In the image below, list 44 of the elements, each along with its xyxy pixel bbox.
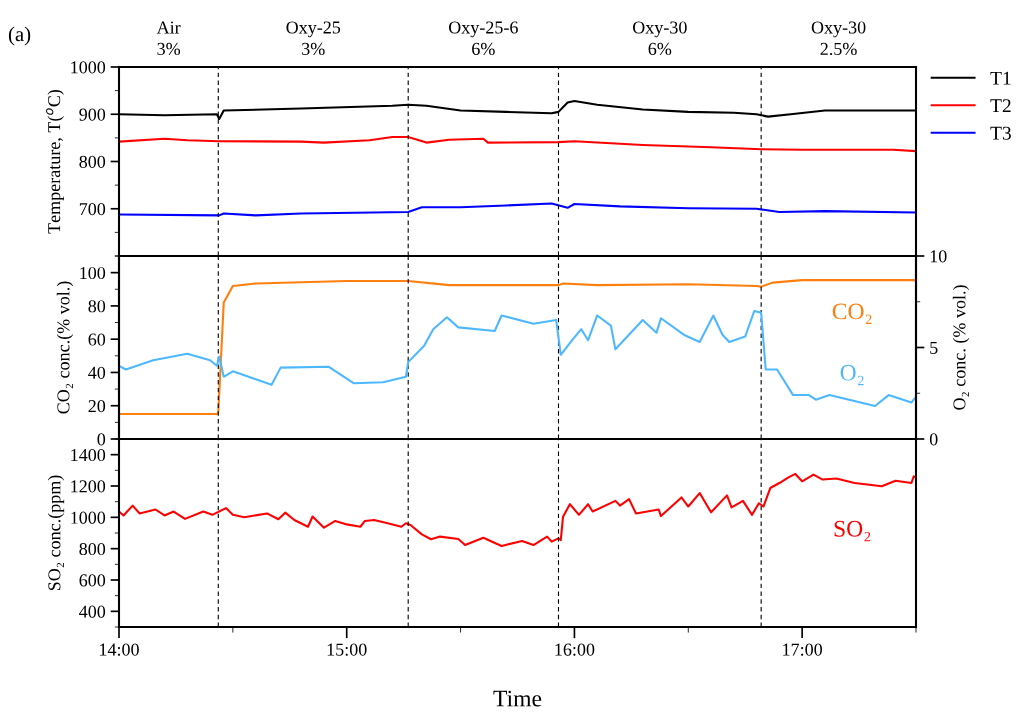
y-tick-label: 600 [79,574,106,587]
y-tick-label: 800 [79,542,106,556]
y-tick-label: 40 [88,366,106,379]
x-tick-label: 16:00 [555,643,595,656]
y-tick-label: 1000 [71,61,106,74]
y-tick-label: 800 [79,155,106,168]
x-tick-label: 14:00 [100,643,139,656]
line-series [119,135,916,153]
y-axis-title: SO₂ conc.(ppm) [47,475,65,591]
y2-tick-label: 10 [930,250,947,263]
y-tick-label: 1000 [71,511,106,524]
x-tick-label: 15:00 [327,643,367,656]
y-axis-title: CO₂ conc.(% vol.) [56,281,74,414]
y-tick-label: 60 [88,333,106,346]
x-tick-label: 17:00 [783,643,823,656]
y2-tick-label: 5 [930,341,938,354]
text: Oxy-25 3% [286,21,341,56]
y-tick-label: 400 [79,605,106,618]
text: Oxy-30 2.5% [811,21,866,56]
legend-label: T1 [990,71,1011,85]
y-tick-label: 700 [79,203,106,216]
y-tick-label: 0 [97,433,106,446]
y-tick-label: 900 [79,108,106,121]
y-tick-label: 100 [80,266,106,280]
chart-title: (a) [8,26,31,46]
y-tick-label: 20 [88,399,106,413]
legend-label: T3 [990,126,1011,140]
line-series [119,472,916,548]
y2-tick-label: 0 [929,433,938,446]
legend-label: T2 [990,99,1011,113]
text: Oxy-25-6 6% [448,21,518,56]
y-tick-label: 1400 [71,448,106,462]
series-label: CO₂ [832,303,872,324]
line-series [119,202,916,217]
series-label: SO₂ [834,520,871,542]
text: Air 3% [156,21,181,56]
text: Oxy-30 6% [632,21,687,56]
y-axis-title: Temperature, T($^{o}$C) [46,89,64,234]
series-label: O₂ [840,364,864,386]
y-tick-label: 80 [88,300,106,313]
y2-axis-title: O₂ conc. (% vol.) [952,285,970,410]
x-axis-title: Time [493,690,542,707]
line-series [119,279,916,416]
y-tick-label: 1200 [71,480,106,493]
